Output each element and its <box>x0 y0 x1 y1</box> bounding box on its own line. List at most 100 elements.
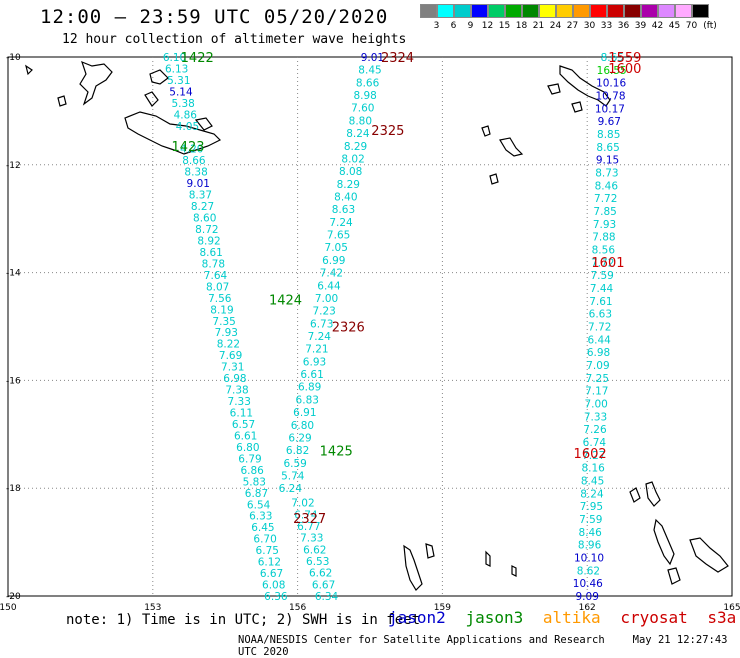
scale-swatch <box>454 4 471 18</box>
swh-value: 6.33 <box>249 511 272 523</box>
swh-value: 8.02 <box>341 153 364 165</box>
swh-value: 8.73 <box>595 168 618 180</box>
scale-swatch <box>522 4 539 18</box>
color-scale-labels: 3 6 9 12 15 18 21 24 27 30 33 36 39 42 45 70 (ft) <box>420 18 717 32</box>
swh-value: 8.19 <box>210 304 233 316</box>
swh-value: 7.72 <box>588 322 611 334</box>
swh-value: 6.67 <box>312 579 335 591</box>
scale-swatch <box>471 4 488 18</box>
coastline <box>571 101 583 113</box>
swh-value: 6.91 <box>293 407 316 419</box>
coastline <box>57 95 67 107</box>
swh-value: 7.21 <box>305 344 328 356</box>
swh-value: 6.59 <box>283 458 306 470</box>
swh-value: 6.61 <box>300 369 323 381</box>
swh-value: 6.63 <box>589 309 612 321</box>
note-text: note: 1) Time is in UTC; 2) SWH is in fe… <box>66 612 421 628</box>
coastlines <box>25 60 729 591</box>
swh-value: 8.40 <box>334 192 357 204</box>
swh-value: 6.57 <box>232 419 255 431</box>
coastline <box>667 567 681 585</box>
swh-value: 6.74 <box>583 437 607 449</box>
coastline <box>149 69 169 85</box>
swh-value: 5.74 <box>281 471 305 483</box>
pass-label: 1422 <box>181 51 214 66</box>
swh-value: 8.78 <box>202 258 225 270</box>
scale-label: 9 <box>467 21 474 31</box>
lat-label: -16 <box>6 376 21 386</box>
scale-swatch <box>641 4 658 18</box>
swh-value: 8.07 <box>206 281 229 293</box>
coastline <box>481 125 491 137</box>
pass-labels: 1422 1423 1424 1425 2324 2325 2326 2327 15591600… <box>171 51 641 527</box>
swh-value: 6.87 <box>245 488 268 500</box>
footer-org: NOAA/NESDIS Center for Satellite Applica… <box>238 634 605 646</box>
swh-value: 8.22 <box>217 339 240 351</box>
swh-value: 7.93 <box>593 219 616 231</box>
lon-label: 162 <box>579 603 596 613</box>
coastline <box>403 544 423 591</box>
scale-label: 3 <box>433 21 440 31</box>
swh-value: 7.24 <box>329 217 353 229</box>
swh-value: 6.75 <box>256 545 279 557</box>
swh-value: 6.93 <box>303 356 326 368</box>
scale-label: 15 <box>498 21 511 31</box>
swh-value: 10.10 <box>574 553 604 565</box>
swh-value: 8.08 <box>339 166 362 178</box>
swh-value: 6.34 <box>315 591 339 603</box>
swh-value: 9.15 <box>596 155 619 167</box>
scale-label: 24 <box>549 21 562 31</box>
swh-value: 7.93 <box>215 327 238 339</box>
swh-value: 7.72 <box>594 193 617 205</box>
coastline <box>559 65 611 107</box>
swh-value: 4.05 <box>176 121 199 133</box>
page-subtitle: 12 hour collection of altimeter wave hei… <box>62 32 407 47</box>
swh-value: 8.37 <box>189 190 212 202</box>
scale-swatch <box>590 4 607 18</box>
swh-value: 10.46 <box>573 578 603 590</box>
coastline <box>511 565 517 577</box>
pass-label: 2327 <box>293 512 326 527</box>
swh-value: 7.35 <box>212 316 235 328</box>
swh-value: 8.65 <box>596 142 619 154</box>
swh-value: 8.46 <box>578 527 602 539</box>
swh-value: 5.14 <box>169 86 193 98</box>
lon-label: 156 <box>289 603 306 613</box>
scale-swatch <box>692 4 709 18</box>
coastline <box>547 83 561 95</box>
swh-value: 7.00 <box>315 293 338 305</box>
coastline <box>79 60 113 106</box>
pass-label: 1424 <box>269 294 302 309</box>
coastline <box>194 117 213 131</box>
swh-value: 8.80 <box>349 115 372 127</box>
swh-value: 7.95 <box>580 501 603 513</box>
swh-value: 6.36 <box>264 591 288 603</box>
swh-value: 8.45 <box>581 476 604 488</box>
swh-value: 7.05 <box>325 242 348 254</box>
swh-value: 6.99 <box>322 255 345 267</box>
scale-swatch <box>607 4 624 18</box>
map-border <box>7 56 733 597</box>
legend-jason3: jason3 <box>465 608 524 627</box>
swh-value: 16.55 <box>597 65 627 77</box>
swh-value: 7.38 <box>225 385 248 397</box>
swh-value: 7.61 <box>589 296 612 308</box>
swh-value: 8.65 <box>601 52 624 64</box>
swh-value: 8.63 <box>332 204 355 216</box>
scale-label: 33 <box>600 21 613 31</box>
coastline <box>124 111 222 155</box>
lon-label: 165 <box>723 603 740 613</box>
swh-value: 6.98 <box>223 373 246 385</box>
swh-value: 8.66 <box>182 155 206 167</box>
swh-value: 10.17 <box>595 103 625 115</box>
scale-swatch <box>675 4 692 18</box>
swh-value: 9.67 <box>598 116 621 128</box>
scale-label: 39 <box>634 21 647 31</box>
swh-value: 5.83 <box>243 476 266 488</box>
swh-value: 7.33 <box>228 396 251 408</box>
coastline <box>25 64 33 76</box>
pass-label: 1602 <box>574 447 607 462</box>
pass-label: 1559 <box>608 51 641 66</box>
swh-value: 7.02 <box>291 498 314 510</box>
